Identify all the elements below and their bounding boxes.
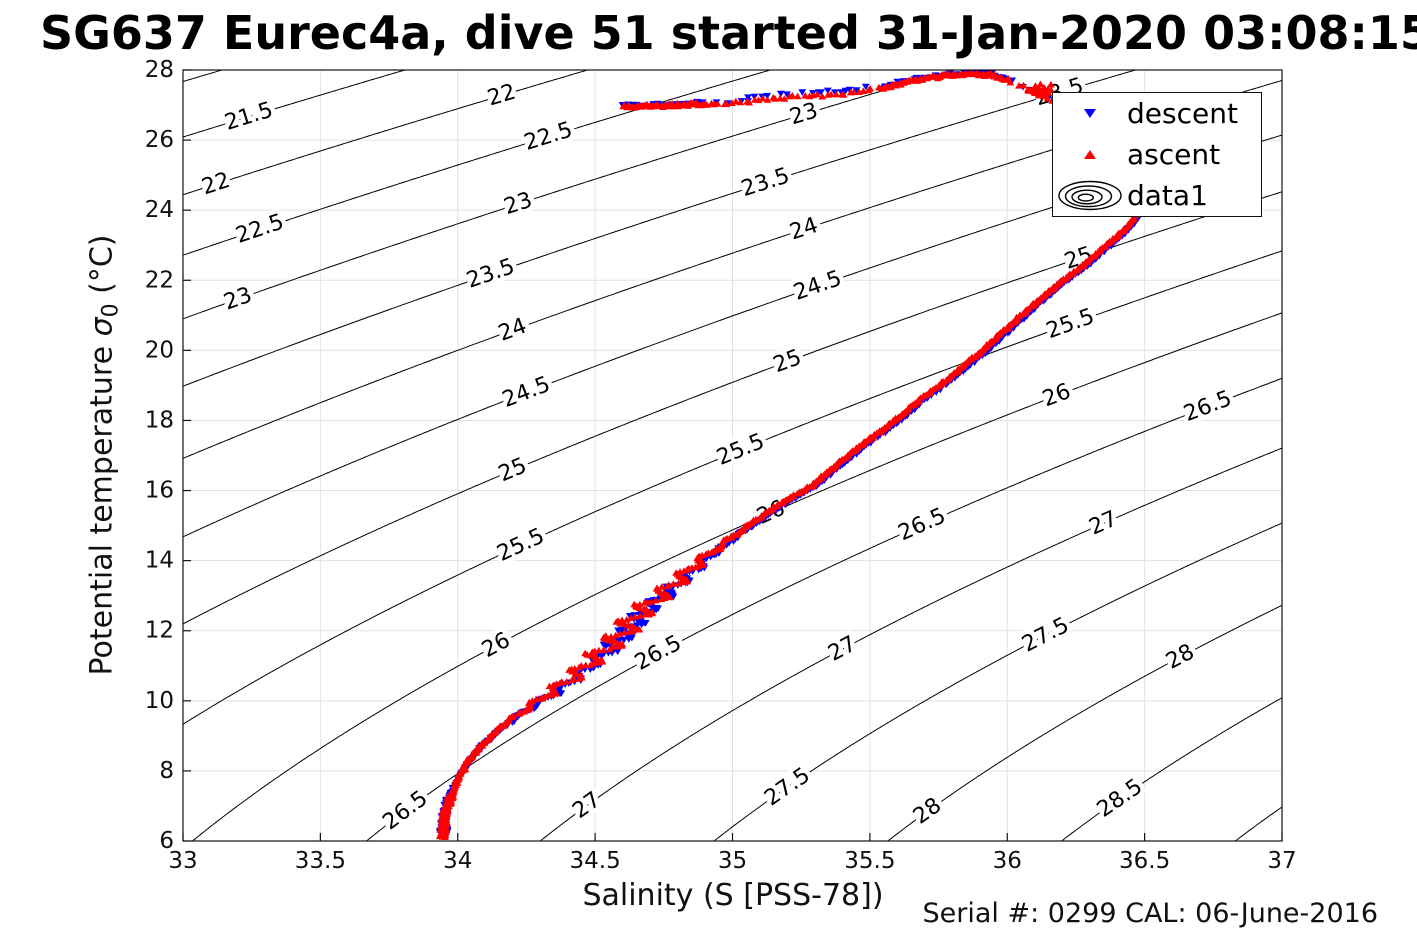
- legend-box: descent ascent data1: [1052, 92, 1262, 217]
- x-axis-label: Salinity (S [PSS-78]): [582, 878, 884, 913]
- y-axis-label-text: Potential temperature: [84, 336, 120, 676]
- svg-text:23.5: 23.5: [463, 254, 517, 294]
- svg-text:18: 18: [145, 407, 174, 433]
- svg-text:26.5: 26.5: [631, 631, 686, 676]
- svg-text:22.5: 22.5: [233, 210, 287, 249]
- serial-cal-note: Serial #: 0299 CAL: 06-June-2016: [922, 898, 1378, 929]
- svg-text:8: 8: [159, 758, 174, 784]
- svg-text:16: 16: [145, 478, 174, 504]
- svg-text:14: 14: [145, 548, 174, 574]
- ascent-markers: [435, 69, 1153, 840]
- svg-text:34.5: 34.5: [570, 848, 621, 874]
- svg-text:24.5: 24.5: [499, 372, 554, 413]
- svg-text:23: 23: [501, 188, 535, 220]
- svg-text:21.5: 21.5: [222, 98, 276, 136]
- svg-text:25.5: 25.5: [713, 429, 768, 471]
- svg-text:36.5: 36.5: [1119, 848, 1170, 874]
- svg-text:28: 28: [909, 793, 946, 830]
- svg-text:28: 28: [1162, 639, 1198, 674]
- svg-text:33.5: 33.5: [295, 848, 346, 874]
- svg-text:35.5: 35.5: [844, 848, 895, 874]
- ascent-triangle-up-icon: [1053, 149, 1127, 160]
- contour-rings-icon: [1053, 180, 1127, 212]
- svg-text:27.5: 27.5: [760, 763, 815, 811]
- svg-text:25: 25: [495, 453, 531, 487]
- descent-markers: [435, 69, 1156, 840]
- svg-text:22.5: 22.5: [521, 118, 575, 156]
- svg-text:25.5: 25.5: [1043, 304, 1098, 344]
- axes-box: 33 33.5 34 34.5 35 35.5 36 36.5 37 6 8 10 12 14 16 18 20…: [145, 57, 1297, 874]
- svg-text:24: 24: [495, 314, 530, 347]
- svg-text:26: 26: [478, 628, 514, 663]
- legend-label: data1: [1127, 178, 1208, 212]
- svg-text:6: 6: [159, 828, 174, 854]
- scatter-ascent: [435, 69, 1153, 840]
- svg-text:26.5: 26.5: [895, 503, 950, 546]
- svg-text:26: 26: [1039, 379, 1074, 412]
- svg-text:24: 24: [145, 197, 174, 223]
- svg-text:22: 22: [485, 80, 519, 112]
- svg-text:12: 12: [145, 618, 174, 644]
- svg-text:23: 23: [787, 98, 821, 130]
- svg-text:22: 22: [199, 168, 233, 200]
- svg-text:10: 10: [145, 688, 174, 714]
- legend-label: descent: [1127, 96, 1238, 130]
- svg-text:33: 33: [168, 848, 197, 874]
- svg-text:34: 34: [443, 848, 472, 874]
- sigma-subscript: 0: [98, 303, 124, 318]
- grid-lines: [182, 69, 1283, 842]
- svg-text:27: 27: [824, 631, 860, 666]
- svg-text:24.5: 24.5: [790, 266, 844, 306]
- legend-item-data1: data1: [1053, 175, 1261, 216]
- svg-text:20: 20: [145, 337, 174, 363]
- svg-text:22: 22: [145, 267, 174, 293]
- svg-text:37: 37: [1267, 848, 1296, 874]
- y-axis-label: Potential temperature σ0 (°C): [85, 235, 124, 676]
- svg-text:28.5: 28.5: [1093, 774, 1148, 822]
- y-axis-unit: (°C): [84, 234, 120, 304]
- legend-item-ascent: ascent: [1053, 134, 1261, 175]
- svg-text:26.5: 26.5: [378, 786, 432, 835]
- svg-text:28: 28: [145, 57, 174, 83]
- svg-text:24: 24: [787, 213, 821, 246]
- svg-text:23.5: 23.5: [738, 163, 792, 202]
- svg-text:23: 23: [221, 283, 256, 316]
- svg-text:27.5: 27.5: [1018, 613, 1073, 658]
- sigma-symbol: σ: [84, 317, 120, 337]
- svg-text:27: 27: [568, 787, 605, 824]
- svg-text:26: 26: [145, 127, 174, 153]
- svg-text:35: 35: [718, 848, 747, 874]
- descent-triangle-down-icon: [1053, 108, 1127, 119]
- svg-text:27: 27: [1086, 506, 1122, 540]
- legend-item-descent: descent: [1053, 93, 1261, 134]
- scatter-descent: [435, 69, 1156, 840]
- svg-text:36: 36: [993, 848, 1022, 874]
- page-title: SG637 Eurec4a, dive 51 started 31-Jan-20…: [40, 6, 1417, 60]
- legend-label: ascent: [1127, 137, 1221, 171]
